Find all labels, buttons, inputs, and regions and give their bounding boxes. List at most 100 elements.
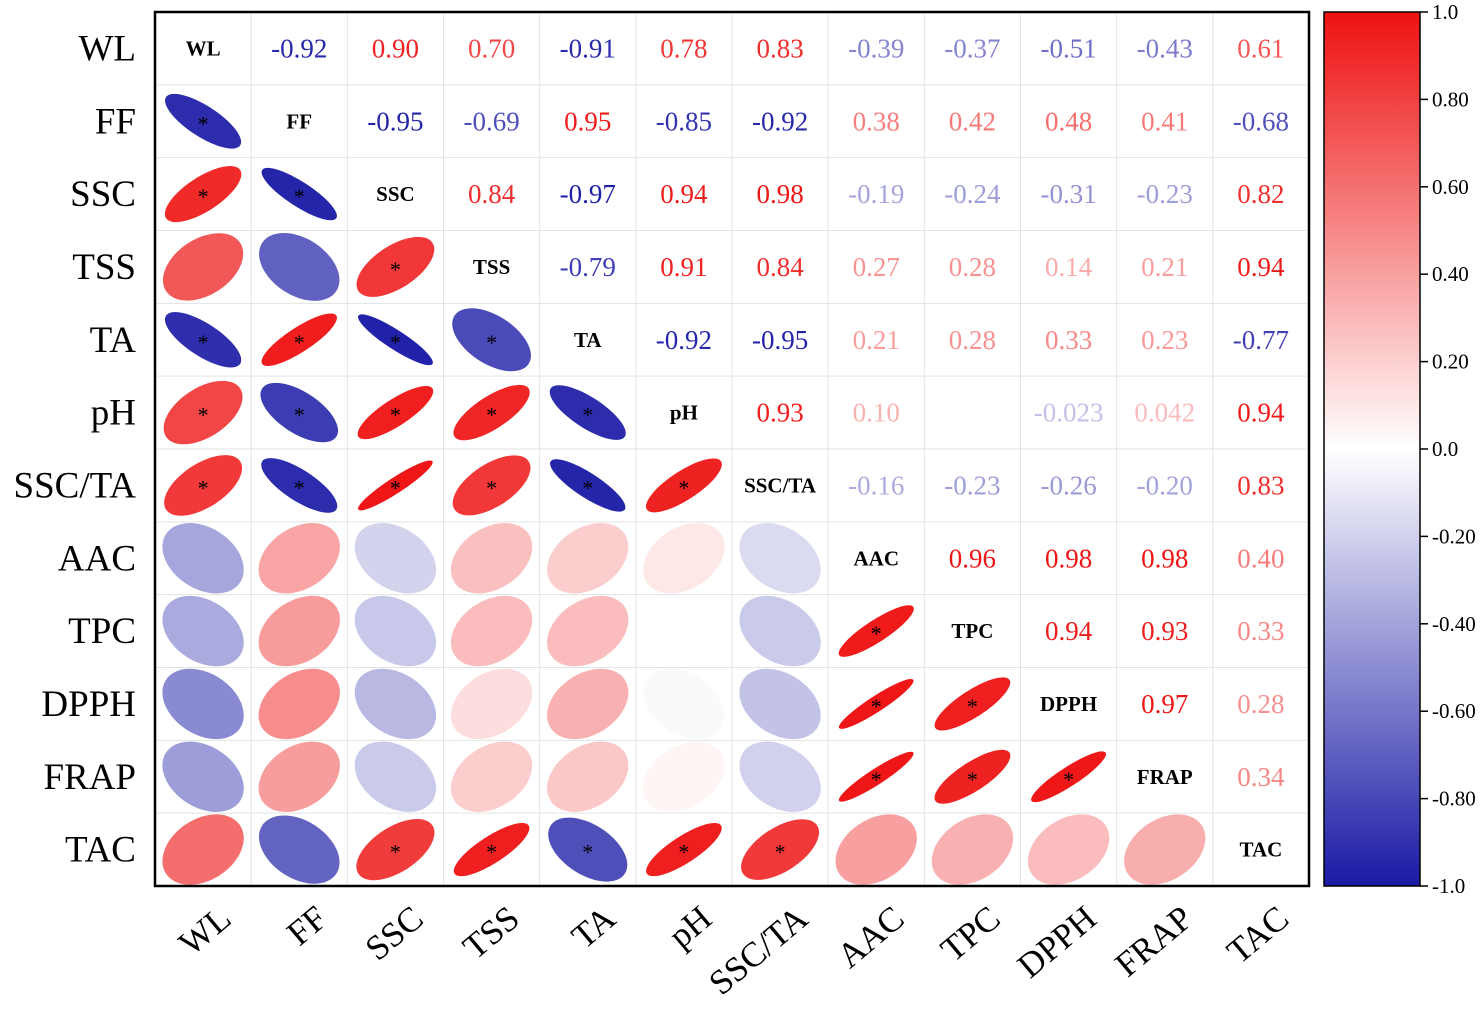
significance-star: * [390,403,401,428]
colorbar-tick-label: 1.0 [1432,0,1458,24]
ellipse-ssc-wl [164,166,242,223]
value-label-ssc-tss: 0.84 [468,179,516,209]
ellipse-dpph-ph [643,668,725,740]
ellipse-aac-tss [450,523,533,594]
value-label-ssc-aac: -0.19 [848,179,904,209]
value-label-ssc-frap: -0.23 [1137,179,1193,209]
value-label-ta-dpph: 0.33 [1045,325,1092,355]
ellipse-frap-aac [838,751,914,802]
colorbar-tick-label: -0.40 [1432,612,1476,636]
significance-star: * [678,475,689,500]
value-label-ssc-dpph: -0.31 [1040,179,1096,209]
significance-star: * [678,840,689,865]
diagonal-label-ssc-ta: SSC/TA [744,473,817,497]
value-label-frap-tac: 0.34 [1237,762,1285,792]
significance-star: * [775,840,786,865]
value-label-ssc-tac: 0.82 [1237,179,1284,209]
ellipse-tpc-ph [643,595,725,667]
diagonal-label-ta: TA [574,328,602,352]
row-label-ssc-ta: SSC/TA [14,465,137,506]
diagonal-label-tpc: TPC [951,619,993,643]
ellipse-tss-ssc [356,236,435,297]
ellipse-aac-ssc [354,523,437,594]
ellipse-tpc-ssc [354,595,437,667]
column-label-tac: TAC [1220,898,1297,971]
significance-star: * [871,694,882,719]
row-label-tss: TSS [72,247,136,288]
diagonal-label-frap: FRAP [1137,765,1193,789]
value-label-tss-ta: -0.79 [560,252,616,282]
ellipse-ssc-ta-wl [164,455,243,516]
ellipse-frap-ff [258,741,340,812]
row-label-tac: TAC [65,830,136,871]
colorbar: 1.0 0.80 0.60 0.40 0.20 0.0 -0.20 -0.40 -0.60 -0.… [1323,0,1476,898]
value-label-tpc-tac: 0.33 [1237,616,1284,646]
row-label-ta: TA [90,320,137,361]
ellipse-tac-tss [453,822,530,877]
ellipse-ph-wl [163,380,243,445]
value-label-ph-aac: 0.10 [853,398,900,428]
value-label-wl-ph: 0.78 [660,33,707,63]
ellipse-aac-wl [162,523,244,594]
value-label-tpc-frap: 0.93 [1141,616,1188,646]
ellipse-frap-dpph [1031,751,1107,803]
row-label-ph: pH [91,393,136,434]
colorbar-tick-label: -0.20 [1432,524,1476,548]
value-label-wl-dpph: -0.51 [1040,33,1096,63]
value-label-ff-ssc-ta: -0.92 [752,106,808,136]
ellipse-aac-ta [547,523,629,594]
significance-star: * [967,767,978,792]
ellipse-ssc-ta-ff [261,458,338,513]
value-label-ff-ssc: -0.95 [367,106,423,136]
significance-star: * [294,184,305,209]
ellipse-dpph-ta [547,668,629,740]
value-label-ff-dpph: 0.48 [1045,106,1092,136]
diagonal-label-tss: TSS [473,255,510,279]
value-label-ta-ssc-ta: -0.95 [752,325,808,355]
row-label-wl: WL [78,28,136,69]
value-label-wl-frap: -0.43 [1137,33,1193,63]
ellipse-tac-aac [835,814,917,885]
value-label-aac-tpc: 0.96 [949,543,996,573]
value-label-wl-tss: 0.70 [468,33,515,63]
ellipse-dpph-tpc [934,677,1011,731]
ellipse-frap-ssc-ta [739,741,821,812]
significance-star: * [294,403,305,428]
diagonal-label-ph: pH [670,401,698,425]
significance-star: * [390,475,401,500]
colorbar-tick-label: -0.60 [1432,699,1476,723]
value-label-ff-ta: 0.95 [564,106,611,136]
colorbar-tick-label: 0.20 [1432,350,1469,374]
ellipse-tac-ssc [356,818,435,881]
significance-star: * [871,767,882,792]
significance-star: * [582,840,593,865]
value-label-wl-ssc: 0.90 [372,33,419,63]
ellipse-tac-ta [548,817,628,882]
significance-star: * [198,111,209,136]
ellipse-dpph-wl [162,668,244,740]
value-label-ff-ph: -0.85 [656,106,712,136]
value-label-tss-aac: 0.27 [853,252,900,282]
colorbar-tick-label: 0.0 [1432,437,1458,461]
ellipse-dpph-ff [258,668,340,740]
diagonal-label-ff: FF [286,109,312,133]
significance-star: * [390,257,401,282]
value-label-ta-tpc: 0.28 [949,325,996,355]
significance-star: * [871,621,882,646]
column-label-frap: FRAP [1108,898,1200,984]
column-label-ff: FF [279,898,334,953]
matrix-frame [153,10,1311,888]
significance-star: * [198,475,209,500]
row-label-ssc: SSC [70,174,136,215]
ellipse-tac-wl [162,814,244,885]
ellipse-ssc-ta-ssc [358,460,433,511]
colorbar-tick-label: 0.60 [1432,175,1469,199]
ellipse-tac-tpc [931,814,1014,885]
value-label-wl-ta: -0.91 [560,33,616,63]
diagonal-label-ssc: SSC [376,182,415,206]
ellipse-frap-ph [643,741,725,812]
significance-star: * [582,475,593,500]
value-label-ssc-ph: 0.94 [660,179,708,209]
ellipse-tac-ph [646,822,722,877]
